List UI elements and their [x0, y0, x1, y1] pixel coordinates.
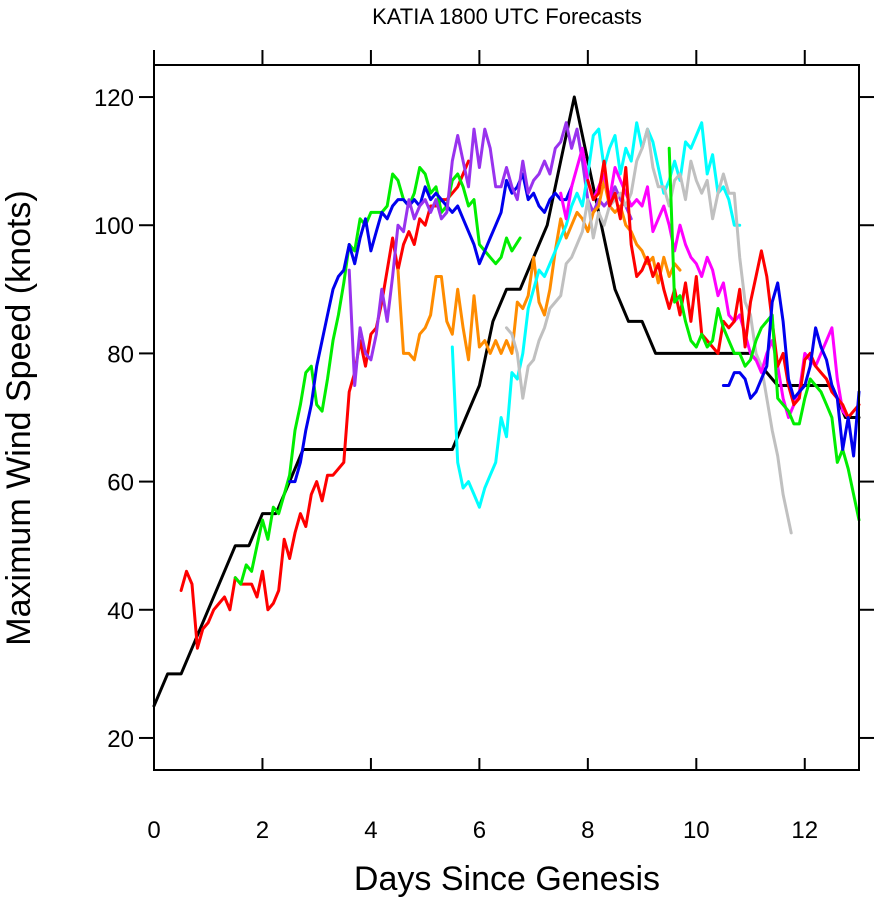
y-tick-label: 40	[107, 598, 134, 625]
chart-title: KATIA 1800 UTC Forecasts	[372, 4, 642, 29]
plot-frame	[153, 64, 860, 771]
forecast-series-line-11	[667, 146, 861, 522]
forecast-series-line-1	[152, 95, 861, 708]
x-tick-label: 0	[147, 817, 160, 844]
forecast-series-line-10	[586, 159, 861, 419]
series-layer	[152, 95, 861, 708]
forecast-series-line-8	[505, 127, 793, 535]
y-tick-label: 20	[107, 726, 134, 753]
x-tick-label: 6	[473, 817, 486, 844]
y-axis-label: Maximum Wind Speed (knots)	[0, 190, 38, 645]
forecast-series-line-6	[396, 178, 682, 362]
x-tick-label: 2	[256, 817, 269, 844]
ticks-layer: 0 2 4 6 8 10 12 20 40 60 80 100 120	[94, 50, 874, 844]
x-tick-label: 12	[791, 817, 818, 844]
x-tick-label: 8	[581, 817, 594, 844]
x-axis-label: Days Since Genesis	[354, 860, 660, 898]
forecast-series-line-3	[233, 166, 522, 586]
forecast-series-line-2	[179, 159, 470, 650]
forecast-series-line-7	[450, 121, 742, 509]
x-tick-label: 10	[683, 817, 710, 844]
y-tick-label: 60	[107, 470, 134, 497]
x-tick-label: 4	[364, 817, 377, 844]
y-tick-label: 80	[107, 341, 134, 368]
y-tick-label: 100	[94, 213, 134, 240]
forecast-series-line-5	[347, 121, 633, 387]
forecast-series-line-12	[721, 281, 861, 458]
forecast-series-line-4	[288, 172, 574, 484]
y-tick-label: 120	[94, 85, 134, 112]
